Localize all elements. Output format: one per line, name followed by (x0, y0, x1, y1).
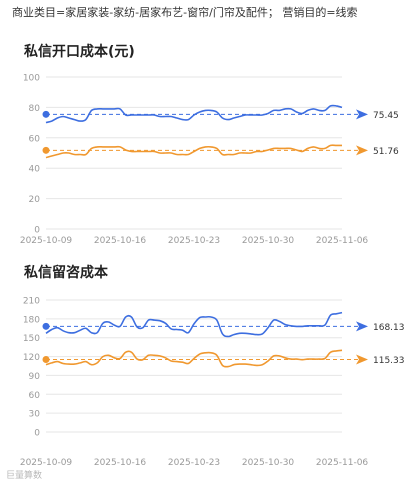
reference-value-label: 115.33 (373, 356, 405, 366)
y-tick-label: 90 (29, 372, 41, 382)
y-tick-label: 100 (23, 74, 40, 84)
reference-start-dot (42, 356, 50, 364)
reference-start-dot (42, 110, 50, 118)
series-line (45, 104, 343, 124)
reference-start-dot (42, 322, 50, 330)
y-tick-label: 120 (23, 353, 40, 363)
y-tick-label: 0 (34, 226, 40, 236)
y-tick-label: 20 (29, 195, 41, 205)
y-tick-label: 150 (23, 334, 40, 344)
open-cost-line-chart: 0 20 40 60 80 100 2025-10-09 2025-10-16 2025-10-… (20, 74, 399, 247)
x-tick-label: 2025-11-06 (316, 236, 369, 246)
series-line (45, 144, 342, 159)
x-tick-label: 2025-10-09 (20, 458, 73, 468)
y-tick-label: 0 (34, 429, 40, 439)
x-tick-label: 2025-10-16 (94, 458, 147, 468)
y-tick-label: 80 (29, 104, 41, 114)
x-tick-label: 2025-10-30 (242, 236, 295, 246)
y-tick-label: 30 (29, 410, 41, 420)
x-tick-label: 2025-10-30 (242, 458, 295, 468)
chart-title-open-cost: 私信开口成本(元) (24, 44, 135, 60)
y-tick-label: 60 (29, 134, 41, 144)
category-header: 商业类目=家居家装-家纺-居家布艺-窗帘/门帘及配件； 营销目的=线索 (12, 6, 358, 19)
reference-arrow-icon (356, 354, 368, 365)
series-line (45, 349, 343, 368)
reference-arrow-icon (356, 145, 368, 156)
reference-arrow-icon (356, 321, 368, 332)
x-tick-label: 2025-11-06 (316, 458, 369, 468)
reference-value-label: 168.13 (373, 323, 405, 333)
x-tick-label: 2025-10-16 (94, 236, 147, 246)
reference-value-label: 51.76 (373, 147, 399, 157)
reference-start-dot (42, 146, 50, 154)
watermark-logo: 巨量算数 (6, 471, 43, 481)
y-tick-label: 210 (23, 297, 40, 307)
reference-arrow-icon (356, 109, 368, 120)
y-tick-label: 180 (23, 315, 40, 325)
reference-value-label: 75.45 (373, 111, 399, 121)
y-tick-label: 60 (29, 391, 41, 401)
chart-title-consult-cost: 私信留咨成本 (24, 265, 108, 281)
x-tick-label: 2025-10-09 (20, 236, 73, 246)
y-tick-label: 40 (29, 165, 41, 175)
x-tick-label: 2025-10-23 (168, 458, 220, 468)
series-line (45, 311, 343, 338)
x-tick-label: 2025-10-23 (168, 236, 220, 246)
